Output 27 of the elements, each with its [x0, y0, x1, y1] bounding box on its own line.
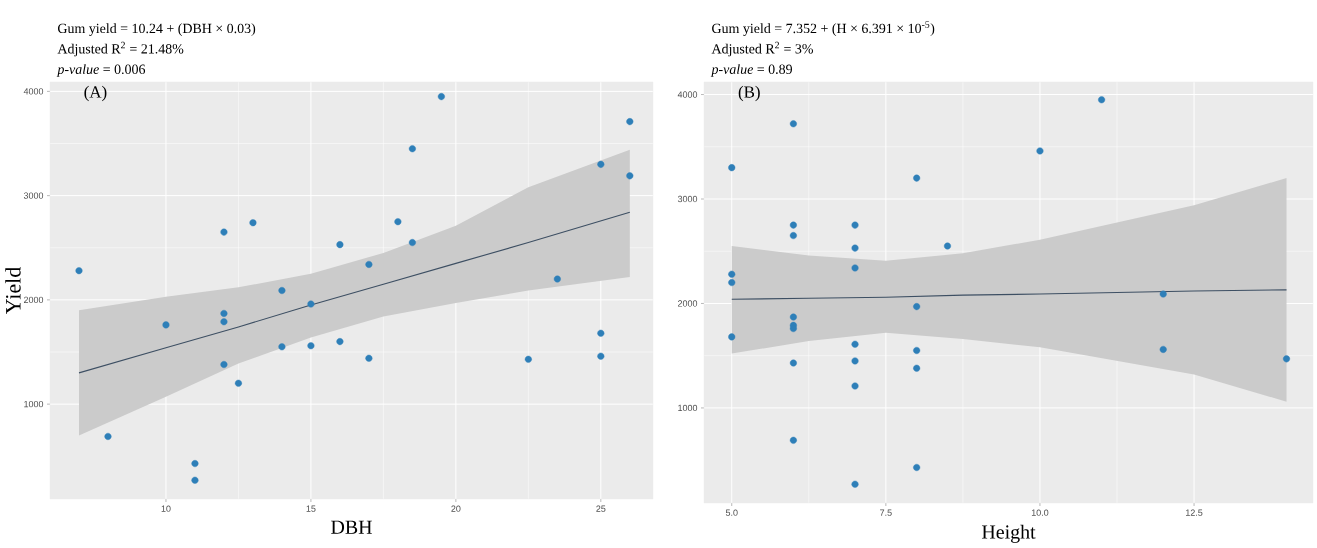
- y-tick-label: 1000: [678, 404, 698, 412]
- text: Adjusted R$^{2}$ = 3%: [711, 41, 813, 57]
- y-tick-label: 4000: [677, 91, 698, 98]
- x-tick-label: 5.0: [725, 509, 738, 516]
- y-tick-label: 1000: [24, 400, 44, 408]
- text: p-value = 0.89: [710, 64, 792, 77]
- x-tick-label: 20: [451, 505, 461, 512]
- y-axis-title: Yield: [5, 267, 21, 314]
- y-tick-label: 4000: [23, 88, 44, 95]
- x-tick-label: 12.5: [1186, 509, 1203, 516]
- chart-title: (A): [84, 85, 107, 102]
- x-tick-label: 15: [306, 505, 316, 512]
- x-tick-label: 25: [596, 505, 606, 512]
- x-axis-title: Height: [981, 524, 1036, 543]
- x-tick-label: 7.5: [880, 509, 892, 516]
- text: Gum yield = 10.24 + (DBH × 0.03): [58, 23, 256, 36]
- y-tick-label: 3000: [677, 195, 698, 203]
- text: p-value = 0.006: [56, 64, 146, 77]
- text: Gum yield = 7.352 + (H × 6.391 × 10$^{-5}$): [712, 21, 935, 36]
- x-tick-label: 10: [161, 505, 171, 512]
- chart-title: (B): [738, 85, 760, 102]
- y-tick-label: 2000: [23, 296, 44, 304]
- y-tick-label: 3000: [23, 192, 44, 199]
- x-axis-title: DBH: [331, 520, 372, 534]
- y-tick-label: 2000: [678, 300, 698, 307]
- x-tick-label: 10.0: [1031, 509, 1049, 516]
- text: Adjusted R$^{2}$ = 21.48%: [57, 41, 184, 57]
